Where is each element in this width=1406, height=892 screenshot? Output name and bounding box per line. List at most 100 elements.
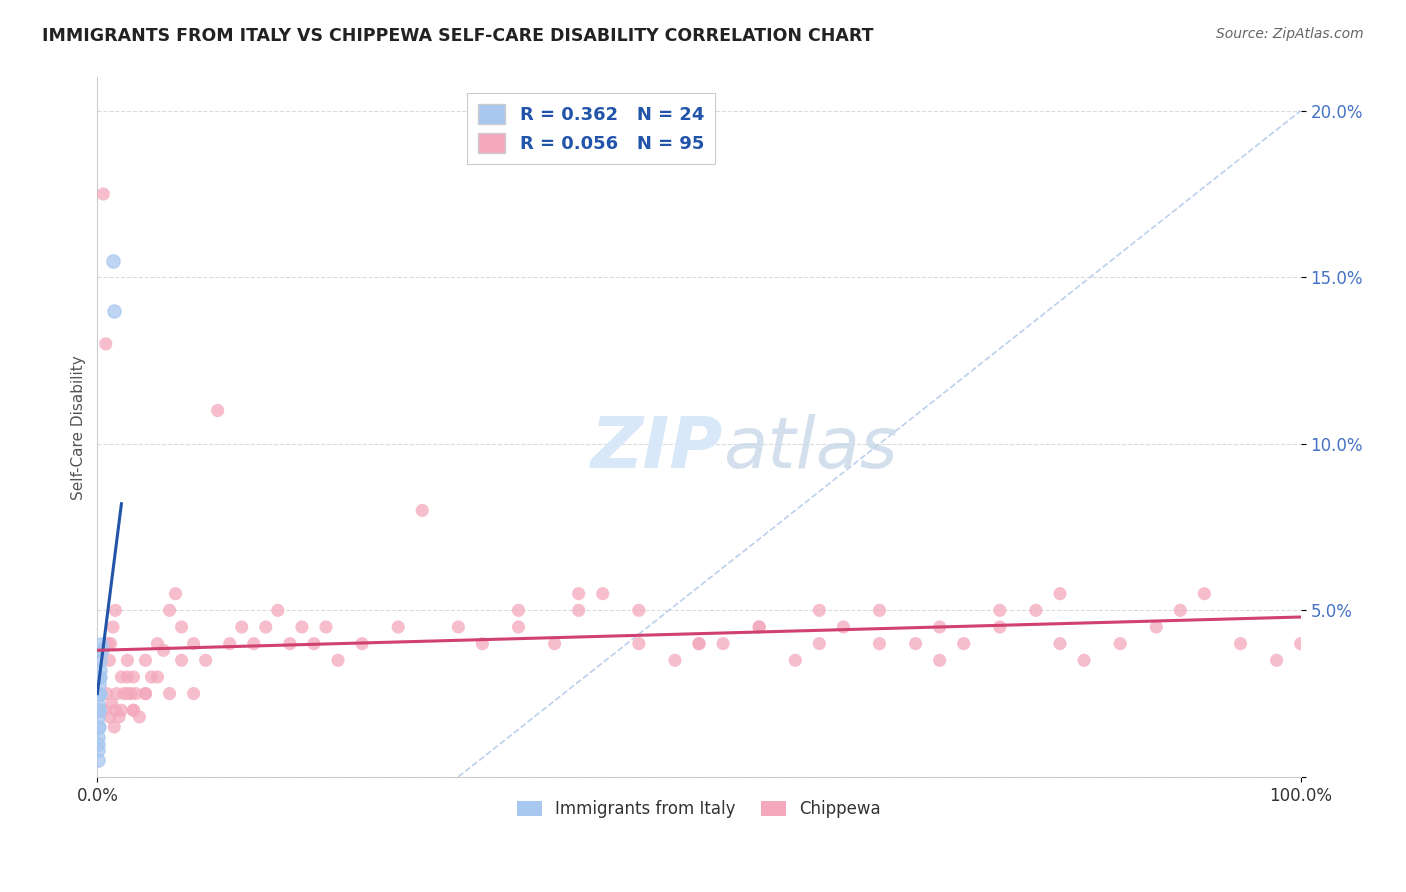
Point — [952, 637, 974, 651]
Point — [93, 703, 115, 717]
Point — [141, 670, 163, 684]
Point — [86, 753, 108, 767]
Point — [89, 670, 111, 684]
Point — [98, 710, 121, 724]
Point — [103, 303, 125, 318]
Text: Source: ZipAtlas.com: Source: ZipAtlas.com — [1216, 27, 1364, 41]
Point — [170, 653, 193, 667]
Point — [94, 337, 117, 351]
Point — [87, 737, 110, 751]
Point — [128, 710, 150, 724]
Point — [93, 187, 115, 202]
Point — [326, 653, 349, 667]
Point — [988, 620, 1011, 634]
Point — [112, 687, 135, 701]
Y-axis label: Self-Care Disability: Self-Care Disability — [72, 355, 86, 500]
Point — [110, 703, 132, 717]
Point — [89, 687, 111, 701]
Point — [98, 653, 121, 667]
Point — [808, 603, 831, 617]
Point — [1194, 587, 1216, 601]
Point — [90, 643, 112, 657]
Point — [104, 703, 127, 717]
Point — [207, 403, 229, 417]
Point — [664, 653, 686, 667]
Point — [568, 587, 591, 601]
Point — [832, 620, 855, 634]
Point — [122, 703, 145, 717]
Point — [267, 603, 290, 617]
Point — [101, 253, 124, 268]
Point — [627, 603, 650, 617]
Point — [928, 653, 950, 667]
Point — [688, 637, 710, 651]
Point — [627, 637, 650, 651]
Point — [869, 637, 891, 651]
Point — [117, 653, 139, 667]
Point — [159, 603, 181, 617]
Point — [592, 587, 614, 601]
Point — [194, 653, 217, 667]
Point — [291, 620, 314, 634]
Point — [87, 743, 110, 757]
Point — [101, 620, 124, 634]
Point — [1073, 653, 1095, 667]
Point — [87, 720, 110, 734]
Point — [108, 710, 131, 724]
Point — [1144, 620, 1167, 634]
Point — [125, 687, 148, 701]
Point — [1109, 637, 1132, 651]
Point — [101, 697, 124, 711]
Text: ZIP: ZIP — [591, 414, 723, 483]
Point — [90, 637, 112, 651]
Point — [1289, 637, 1312, 651]
Point — [165, 587, 187, 601]
Point — [471, 637, 494, 651]
Point — [1025, 603, 1047, 617]
Legend: Immigrants from Italy, Chippewa: Immigrants from Italy, Chippewa — [510, 793, 887, 824]
Point — [869, 603, 891, 617]
Point — [988, 603, 1011, 617]
Point — [231, 620, 253, 634]
Point — [447, 620, 470, 634]
Point — [315, 620, 337, 634]
Point — [87, 720, 110, 734]
Point — [152, 643, 174, 657]
Point — [87, 687, 110, 701]
Point — [134, 653, 156, 667]
Point — [100, 637, 122, 651]
Point — [748, 620, 770, 634]
Point — [387, 620, 409, 634]
Point — [508, 620, 530, 634]
Point — [89, 687, 111, 701]
Point — [103, 720, 125, 734]
Point — [254, 620, 277, 634]
Point — [120, 687, 142, 701]
Point — [117, 670, 139, 684]
Point — [508, 603, 530, 617]
Point — [688, 637, 710, 651]
Point — [87, 687, 110, 701]
Point — [568, 603, 591, 617]
Point — [134, 687, 156, 701]
Point — [785, 653, 807, 667]
Point — [87, 703, 110, 717]
Point — [146, 670, 169, 684]
Point — [711, 637, 734, 651]
Point — [1229, 637, 1251, 651]
Point — [122, 670, 145, 684]
Point — [89, 643, 111, 657]
Point — [105, 687, 128, 701]
Point — [89, 703, 111, 717]
Point — [89, 663, 111, 677]
Point — [748, 620, 770, 634]
Point — [89, 653, 111, 667]
Point — [302, 637, 325, 651]
Text: atlas: atlas — [723, 414, 897, 483]
Point — [1049, 587, 1071, 601]
Point — [1168, 603, 1191, 617]
Point — [87, 710, 110, 724]
Point — [352, 637, 374, 651]
Point — [87, 730, 110, 744]
Point — [110, 670, 132, 684]
